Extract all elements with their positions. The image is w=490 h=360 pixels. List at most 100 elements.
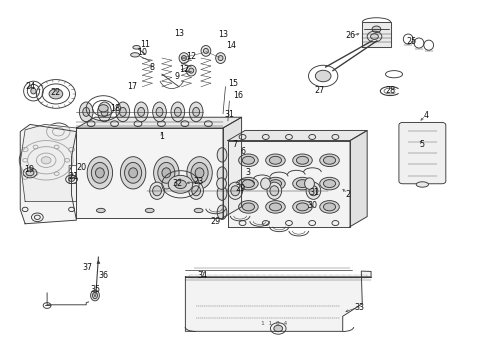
Ellipse shape bbox=[217, 186, 227, 200]
Ellipse shape bbox=[203, 48, 208, 53]
Ellipse shape bbox=[323, 180, 336, 188]
Polygon shape bbox=[350, 131, 367, 226]
Ellipse shape bbox=[261, 178, 270, 189]
Ellipse shape bbox=[162, 168, 171, 178]
Ellipse shape bbox=[270, 180, 282, 188]
Circle shape bbox=[168, 175, 193, 193]
Text: 31: 31 bbox=[310, 188, 320, 197]
Text: 21: 21 bbox=[68, 172, 78, 181]
Ellipse shape bbox=[218, 55, 223, 60]
Ellipse shape bbox=[172, 178, 182, 189]
Ellipse shape bbox=[201, 45, 211, 56]
Ellipse shape bbox=[239, 177, 258, 190]
Polygon shape bbox=[362, 22, 391, 47]
Ellipse shape bbox=[296, 156, 309, 164]
Ellipse shape bbox=[146, 208, 154, 213]
Ellipse shape bbox=[270, 203, 282, 211]
Ellipse shape bbox=[171, 102, 185, 122]
Polygon shape bbox=[228, 140, 350, 226]
Ellipse shape bbox=[138, 107, 145, 116]
Ellipse shape bbox=[31, 88, 36, 94]
Circle shape bbox=[174, 180, 186, 189]
Ellipse shape bbox=[181, 55, 186, 60]
Text: 4: 4 bbox=[423, 111, 428, 120]
Circle shape bbox=[26, 170, 34, 176]
Ellipse shape bbox=[133, 45, 140, 49]
Ellipse shape bbox=[309, 186, 318, 196]
Text: 28: 28 bbox=[385, 86, 395, 95]
Ellipse shape bbox=[158, 162, 175, 183]
Ellipse shape bbox=[293, 154, 312, 167]
Circle shape bbox=[69, 177, 74, 181]
Ellipse shape bbox=[192, 186, 200, 196]
Ellipse shape bbox=[189, 182, 203, 199]
Text: 32: 32 bbox=[172, 179, 183, 188]
Text: 27: 27 bbox=[314, 86, 324, 95]
Ellipse shape bbox=[189, 102, 203, 122]
Text: 25: 25 bbox=[406, 37, 416, 46]
Ellipse shape bbox=[216, 53, 225, 63]
Ellipse shape bbox=[83, 107, 90, 116]
Text: 15: 15 bbox=[228, 79, 238, 88]
Ellipse shape bbox=[120, 107, 126, 116]
Text: 17: 17 bbox=[127, 82, 138, 91]
Ellipse shape bbox=[266, 154, 285, 167]
Ellipse shape bbox=[243, 203, 254, 211]
Ellipse shape bbox=[320, 154, 339, 167]
Ellipse shape bbox=[150, 182, 164, 199]
Text: 9: 9 bbox=[174, 72, 179, 81]
Ellipse shape bbox=[217, 167, 227, 181]
Circle shape bbox=[49, 89, 63, 99]
Text: 29: 29 bbox=[211, 217, 221, 226]
Ellipse shape bbox=[153, 186, 161, 196]
Ellipse shape bbox=[193, 107, 199, 116]
Text: 6: 6 bbox=[240, 147, 245, 156]
Ellipse shape bbox=[134, 102, 148, 122]
Ellipse shape bbox=[174, 107, 181, 116]
Ellipse shape bbox=[91, 290, 99, 301]
Text: 29: 29 bbox=[235, 184, 245, 193]
Ellipse shape bbox=[91, 162, 108, 183]
Ellipse shape bbox=[98, 102, 111, 122]
Ellipse shape bbox=[187, 157, 212, 189]
Ellipse shape bbox=[116, 102, 130, 122]
Ellipse shape bbox=[217, 205, 227, 220]
Ellipse shape bbox=[217, 148, 227, 162]
Ellipse shape bbox=[124, 162, 142, 183]
Text: 23: 23 bbox=[194, 177, 204, 186]
Polygon shape bbox=[76, 128, 223, 218]
Text: 33: 33 bbox=[355, 303, 365, 312]
Polygon shape bbox=[76, 117, 242, 128]
Ellipse shape bbox=[154, 157, 179, 189]
Text: 12: 12 bbox=[179, 66, 190, 75]
Text: 13: 13 bbox=[218, 30, 228, 39]
Circle shape bbox=[98, 105, 108, 112]
Ellipse shape bbox=[217, 178, 226, 189]
Ellipse shape bbox=[243, 156, 254, 164]
Text: 24: 24 bbox=[25, 82, 35, 91]
Ellipse shape bbox=[323, 203, 336, 211]
Text: 2: 2 bbox=[345, 190, 350, 199]
Polygon shape bbox=[20, 125, 76, 224]
Ellipse shape bbox=[320, 177, 339, 190]
Text: 30: 30 bbox=[307, 201, 318, 210]
Ellipse shape bbox=[191, 162, 208, 183]
Text: 37: 37 bbox=[83, 264, 93, 273]
Ellipse shape bbox=[323, 156, 336, 164]
Text: 19: 19 bbox=[24, 165, 34, 174]
Polygon shape bbox=[223, 117, 242, 218]
Ellipse shape bbox=[416, 182, 428, 187]
Polygon shape bbox=[185, 271, 371, 331]
Ellipse shape bbox=[270, 156, 282, 164]
Ellipse shape bbox=[266, 177, 285, 190]
Circle shape bbox=[274, 325, 283, 332]
Text: 1 1 0 4: 1 1 0 4 bbox=[261, 321, 288, 326]
Text: 36: 36 bbox=[98, 270, 108, 279]
Text: 31: 31 bbox=[224, 110, 234, 119]
Ellipse shape bbox=[156, 107, 163, 116]
Ellipse shape bbox=[79, 102, 93, 122]
Ellipse shape bbox=[293, 177, 312, 190]
Ellipse shape bbox=[306, 182, 321, 199]
Ellipse shape bbox=[293, 201, 312, 213]
Ellipse shape bbox=[179, 53, 189, 63]
